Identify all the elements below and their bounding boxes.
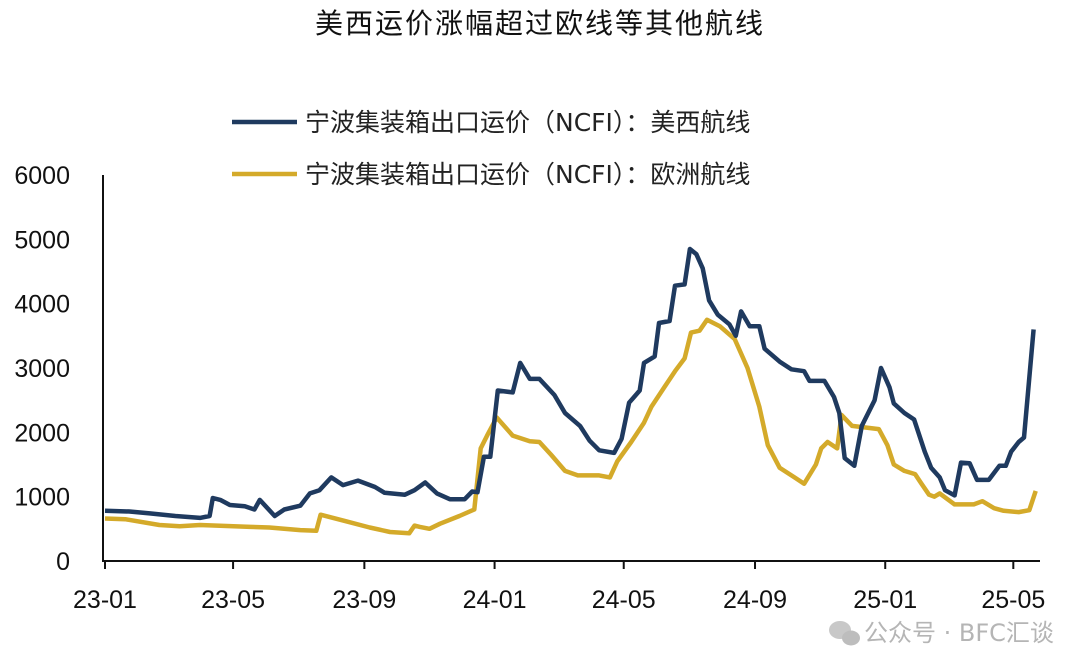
x-tick-label: 23-05 xyxy=(201,586,265,614)
x-tick-label: 24-09 xyxy=(723,586,787,614)
legend-label: 宁波集装箱出口运价（NCFI）：欧洲航线 xyxy=(305,160,750,189)
chart-title: 美西运价涨幅超过欧线等其他航线 xyxy=(314,7,765,40)
y-tick-label: 5000 xyxy=(14,226,70,254)
y-tick-label: 2000 xyxy=(14,419,70,447)
y-tick-label: 3000 xyxy=(14,355,70,383)
x-tick-label: 25-05 xyxy=(981,586,1045,614)
x-tick-label: 24-05 xyxy=(592,586,656,614)
x-tick-label: 25-01 xyxy=(853,586,917,614)
y-tick-label: 1000 xyxy=(14,484,70,512)
series-line-europe xyxy=(104,317,1038,536)
x-tick-label: 23-09 xyxy=(332,586,396,614)
x-tick-label: 24-01 xyxy=(463,586,527,614)
legend-label: 宁波集装箱出口运价（NCFI）：美西航线 xyxy=(305,108,750,137)
axes: 0 1000 2000 3000 4000 5000 6000 23-01 23-05 23-09… xyxy=(14,162,1045,614)
y-tick-label: 4000 xyxy=(14,291,70,319)
series-lines xyxy=(104,246,1038,536)
watermark-text: 公众号 · BFC汇谈 xyxy=(864,619,1054,647)
series-line-us-west xyxy=(104,246,1036,521)
y-tick-label: 6000 xyxy=(14,162,70,190)
x-tick-label: 23-01 xyxy=(73,586,137,614)
y-tick-label: 0 xyxy=(56,548,70,576)
wechat-icon xyxy=(829,621,860,646)
watermark: 公众号 · BFC汇谈 xyxy=(829,619,1054,647)
